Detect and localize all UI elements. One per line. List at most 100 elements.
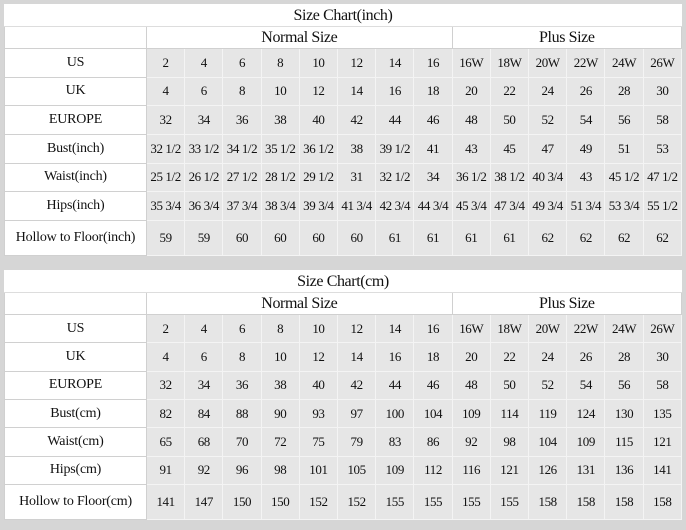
row-label: EUROPE <box>4 105 147 135</box>
size-value: 14 <box>375 313 415 344</box>
size-value: 104 <box>413 398 453 429</box>
size-value: 29 1/2 <box>298 162 339 193</box>
size-value: 131 <box>566 455 606 486</box>
size-value: 32 <box>145 370 186 400</box>
row-label: Bust(inch) <box>4 133 147 164</box>
row-label: Hips(cm) <box>4 455 147 486</box>
size-value: 39 1/2 <box>375 133 415 164</box>
size-value: 52 <box>528 105 568 135</box>
size-value: 10 <box>298 48 339 78</box>
size-value: 53 3/4 <box>604 191 644 221</box>
corner-cell <box>4 292 147 315</box>
size-value: 96 <box>222 455 262 486</box>
section-row: Normal Size Plus Size <box>4 26 683 49</box>
size-value: 35 3/4 <box>145 191 186 221</box>
size-value: 84 <box>184 398 224 429</box>
size-value: 61 <box>489 220 530 256</box>
size-value: 32 1/2 <box>145 133 186 164</box>
size-value: 33 1/2 <box>184 133 224 164</box>
size-value: 61 <box>451 220 491 256</box>
size-value: 65 <box>145 427 186 457</box>
row-label: UK <box>4 76 147 107</box>
size-value: 88 <box>222 398 262 429</box>
size-value: 104 <box>528 427 568 457</box>
table-row: EUROPE 32 34 36 38 40 42 44 46 48 50 52 54 56 58 <box>4 370 683 400</box>
size-value: 135 <box>642 398 683 429</box>
size-value: 79 <box>337 427 377 457</box>
size-value: 136 <box>604 455 644 486</box>
size-value: 105 <box>337 455 377 486</box>
size-value: 4 <box>184 313 224 344</box>
size-value: 36 1/2 <box>298 133 339 164</box>
size-value: 60 <box>222 220 262 256</box>
row-label: Hollow to Floor(cm) <box>4 484 147 520</box>
size-value: 45 3/4 <box>451 191 491 221</box>
size-value: 38 <box>260 105 300 135</box>
size-value: 152 <box>337 484 377 520</box>
size-value: 20W <box>528 48 568 78</box>
size-value: 60 <box>337 220 377 256</box>
size-value: 22W <box>566 48 606 78</box>
size-value: 26 <box>566 76 606 107</box>
size-value: 158 <box>566 484 606 520</box>
size-value: 150 <box>222 484 262 520</box>
size-value: 36 <box>222 105 262 135</box>
size-value: 12 <box>337 313 377 344</box>
table-row: Bust(cm) 82 84 88 90 93 97 100 104 109 114 119 124 13… <box>4 398 683 429</box>
size-value: 40 <box>298 370 339 400</box>
size-value: 8 <box>222 342 262 372</box>
size-value: 155 <box>451 484 491 520</box>
size-value: 28 <box>604 342 644 372</box>
size-value: 2 <box>145 313 186 344</box>
size-value: 141 <box>145 484 186 520</box>
size-value: 62 <box>528 220 568 256</box>
size-value: 124 <box>566 398 606 429</box>
size-chart-cm: Size Chart(cm) Normal Size Plus Size US 2 4 6 8… <box>4 270 683 520</box>
size-value: 50 <box>489 105 530 135</box>
table-row: US 2 4 6 8 10 12 14 16 16W 18W 20W 22W 24W 26W <box>4 48 683 78</box>
size-value: 32 <box>145 105 186 135</box>
size-value: 16W <box>451 48 491 78</box>
size-value: 18W <box>489 313 530 344</box>
size-value: 4 <box>145 342 186 372</box>
size-value: 48 <box>451 370 491 400</box>
size-value: 59 <box>145 220 186 256</box>
size-value: 59 <box>184 220 224 256</box>
size-value: 53 <box>642 133 683 164</box>
size-value: 24 <box>528 76 568 107</box>
size-value: 27 1/2 <box>222 162 262 193</box>
size-value: 38 <box>260 370 300 400</box>
size-value: 158 <box>642 484 683 520</box>
size-value: 109 <box>566 427 606 457</box>
size-value: 44 <box>375 370 415 400</box>
size-value: 54 <box>566 370 606 400</box>
size-value: 22 <box>489 342 530 372</box>
size-value: 36 <box>222 370 262 400</box>
size-value: 38 3/4 <box>260 191 300 221</box>
size-value: 26W <box>642 313 683 344</box>
title-row: Size Chart(inch) <box>4 4 682 27</box>
size-value: 20W <box>528 313 568 344</box>
size-value: 46 <box>413 105 453 135</box>
size-value: 24W <box>604 313 644 344</box>
size-value: 147 <box>184 484 224 520</box>
size-value: 61 <box>413 220 453 256</box>
size-value: 109 <box>451 398 491 429</box>
table-row: Bust(inch) 32 1/2 33 1/2 34 1/2 35 1/2 36 1/2… <box>4 133 683 164</box>
size-value: 152 <box>298 484 339 520</box>
table-row: Hollow to Floor(cm) 141 147 150 150 152 152 155… <box>4 484 683 520</box>
size-value: 16 <box>375 342 415 372</box>
size-value: 22 <box>489 76 530 107</box>
size-value: 91 <box>145 455 186 486</box>
size-value: 26W <box>642 48 683 78</box>
size-value: 116 <box>451 455 491 486</box>
table-row: Waist(cm) 65 68 70 72 75 79 83 86 92 98 104 109 115 12… <box>4 427 683 457</box>
size-value: 141 <box>642 455 683 486</box>
size-value: 12 <box>337 48 377 78</box>
size-value: 12 <box>298 342 339 372</box>
size-value: 40 <box>298 105 339 135</box>
size-value: 6 <box>184 342 224 372</box>
plus-size-header: Plus Size <box>451 26 683 49</box>
size-value: 47 1/2 <box>642 162 683 193</box>
size-value: 92 <box>184 455 224 486</box>
